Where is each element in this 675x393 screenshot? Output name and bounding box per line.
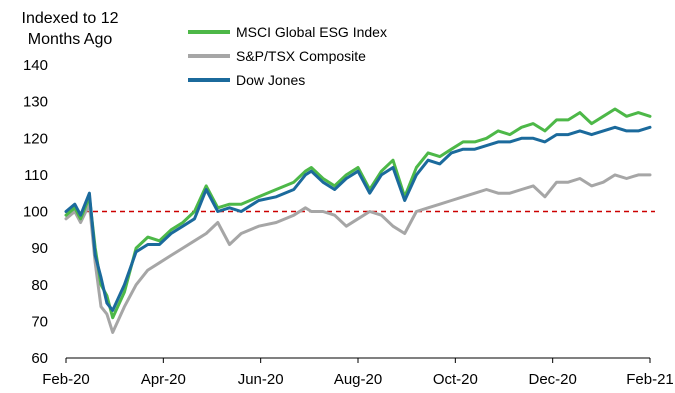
legend-label-dow: Dow Jones bbox=[236, 72, 306, 88]
x-tick-label: Feb-20 bbox=[42, 371, 90, 388]
x-tick-label: Aug-20 bbox=[334, 371, 382, 388]
y-tick-label: 140 bbox=[23, 57, 48, 74]
y-tick-label: 120 bbox=[23, 130, 48, 147]
y-tick-label: 100 bbox=[23, 204, 48, 221]
legend-swatch-tsx bbox=[188, 54, 230, 58]
x-tick-label: Oct-20 bbox=[433, 371, 478, 388]
legend-item-dow: Dow Jones bbox=[188, 68, 387, 92]
y-axis-title: Indexed to 12 Months Ago bbox=[8, 8, 132, 50]
legend-swatch-dow bbox=[188, 78, 230, 82]
x-tick-label: Dec-20 bbox=[528, 371, 576, 388]
legend-label-msci: MSCI Global ESG Index bbox=[236, 24, 387, 40]
legend-label-tsx: S&P/TSX Composite bbox=[236, 48, 366, 64]
y-axis-title-line1: Indexed to 12 bbox=[21, 10, 119, 27]
series-line-tsx bbox=[64, 173, 652, 334]
y-axis: 60 70 80 90 100 110 120 130 140 bbox=[23, 57, 48, 367]
y-tick-label: 90 bbox=[31, 240, 48, 257]
y-tick-label: 110 bbox=[24, 167, 48, 184]
x-axis: Feb-20 Apr-20 Jun-20 Aug-20 Oct-20 Dec-20 Feb-… bbox=[42, 357, 674, 388]
legend-item-tsx: S&P/TSX Composite bbox=[188, 44, 387, 68]
x-tick-label: Feb-21 bbox=[626, 371, 674, 388]
x-tick-label: Apr-20 bbox=[141, 371, 186, 388]
series-lines bbox=[64, 107, 652, 334]
series-line-msci bbox=[64, 107, 652, 320]
y-axis-title-line2: Months Ago bbox=[27, 31, 113, 48]
y-tick-label: 60 bbox=[31, 350, 48, 367]
legend-swatch-msci bbox=[188, 30, 230, 34]
y-tick-label: 80 bbox=[31, 277, 48, 294]
x-tick-label: Jun-20 bbox=[238, 371, 284, 388]
y-tick-label: 70 bbox=[31, 313, 48, 330]
legend-item-msci: MSCI Global ESG Index bbox=[188, 20, 387, 44]
series-line-dow bbox=[64, 125, 652, 312]
y-tick-label: 130 bbox=[23, 94, 48, 111]
legend: MSCI Global ESG Index S&P/TSX Composite … bbox=[188, 20, 387, 92]
